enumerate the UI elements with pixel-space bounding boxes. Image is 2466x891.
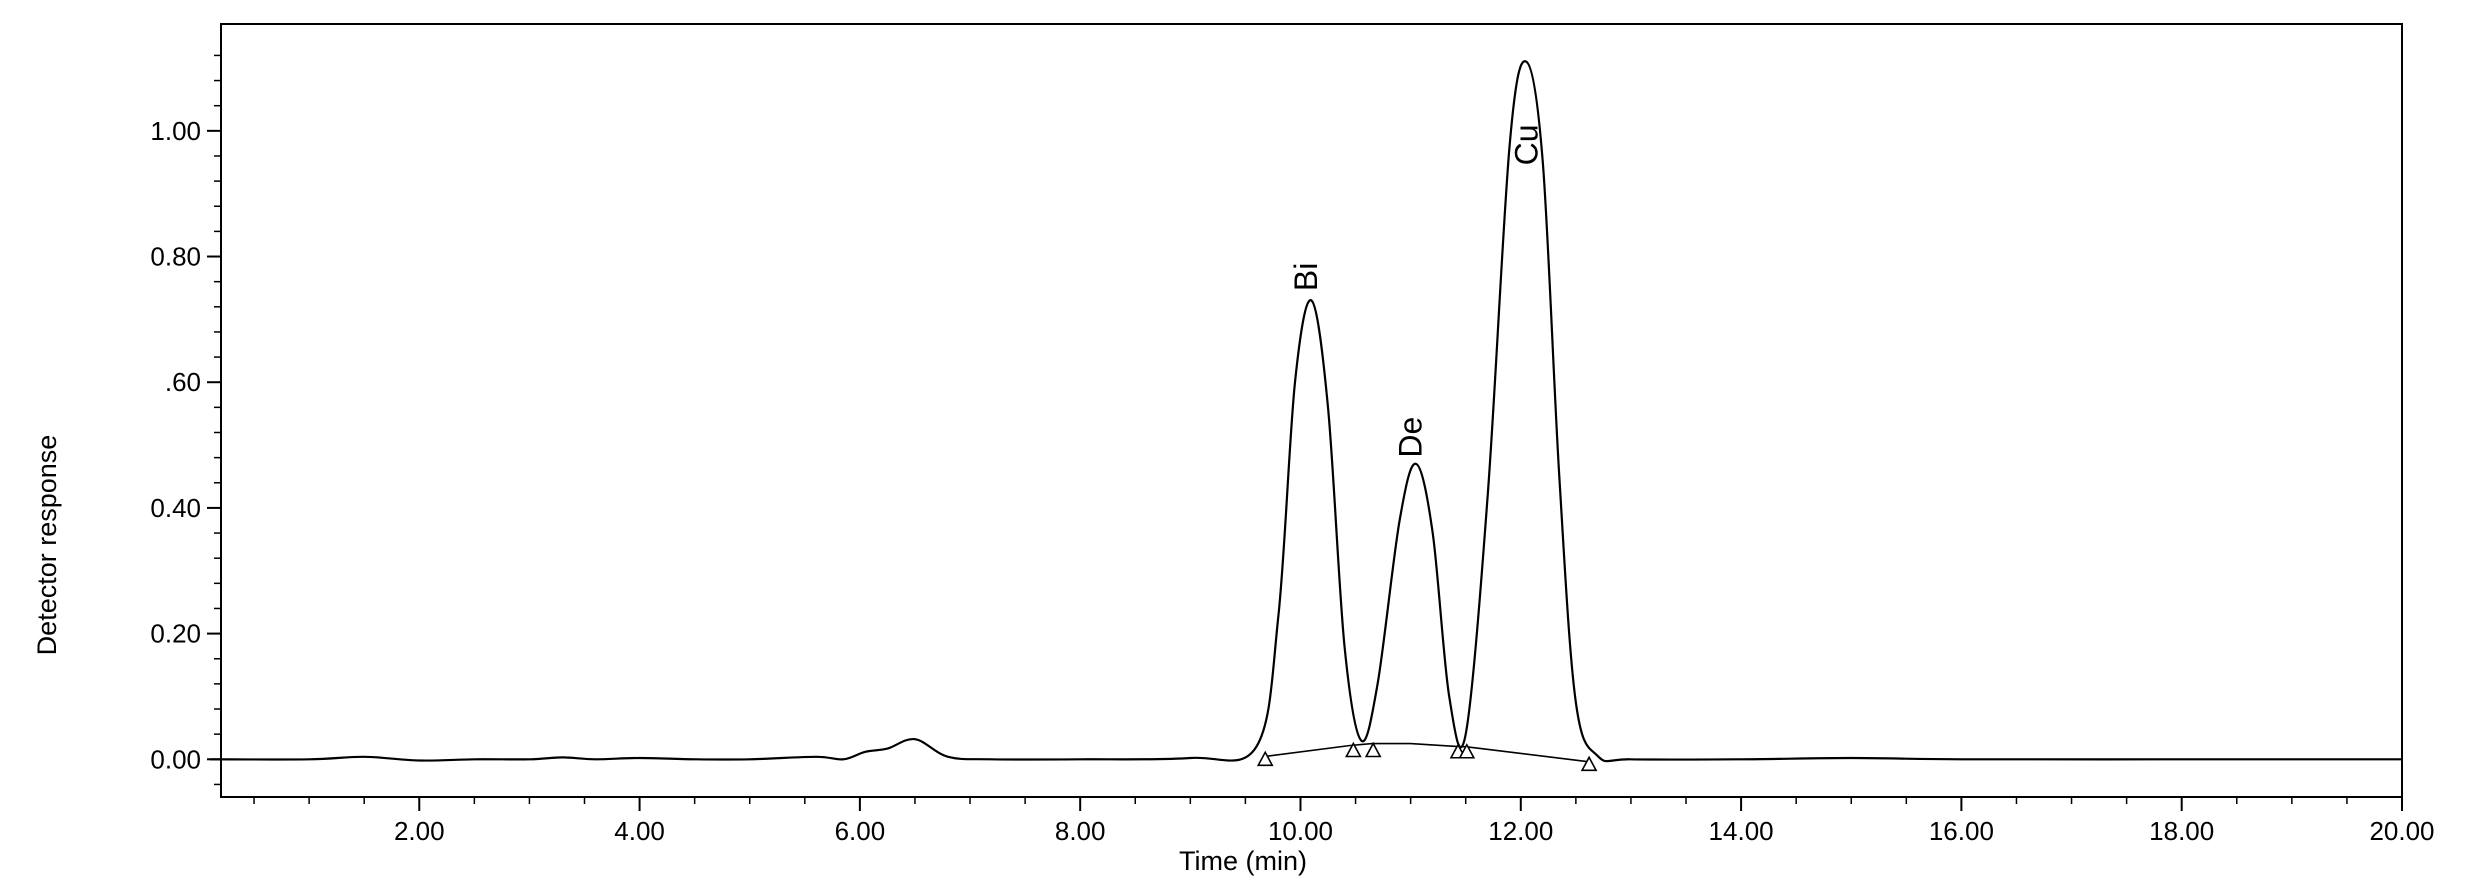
x-tick-label: 10.00 [1268,816,1333,846]
integration-marker [1256,750,1274,767]
x-axis-ticks: 2.00 4.00 6.00 8.00 10.00 12.00 14.00 16.00 18.0… [394,797,2435,846]
integration-baselines [1267,742,1590,763]
x-axis-minor-ticks [253,797,2348,804]
x-tick-label: 6.00 [835,816,886,846]
integration-marker [1458,743,1476,759]
baseline-segment [1267,742,1590,763]
y-tick-label: .60 [165,367,201,397]
x-tick-label: 2.00 [394,816,445,846]
x-tick-label: 18.00 [2149,816,2214,846]
peak-labels: Bi De Cu [1288,124,1544,457]
integration-markers [1256,741,1598,772]
x-tick-label: 12.00 [1488,816,1553,846]
integration-marker [1364,741,1382,758]
x-tick-label: 8.00 [1055,816,1106,846]
plot-frame [220,23,2403,798]
x-tick-label: 20.00 [2369,816,2434,846]
y-tick-label: 0.80 [150,242,201,272]
peak-label-bi: Bi [1288,263,1324,291]
x-tick-label: 4.00 [614,816,665,846]
y-tick-label: 0.40 [150,493,201,523]
chromatogram-trace [209,60,2402,763]
x-axis-title: Time (min) [1179,846,1307,876]
integration-marker [1580,755,1598,772]
y-axis-title: Detector response [32,435,62,656]
x-tick-label: 14.00 [1709,816,1774,846]
integration-marker [1345,741,1362,758]
peak-label-cu: Cu [1508,124,1544,165]
peak-label-de: De [1393,417,1429,458]
x-tick-label: 16.00 [1929,816,1994,846]
y-tick-label: 0.00 [150,744,201,774]
y-tick-label: 0.20 [150,619,201,649]
y-axis-ticks: 0.00 0.20 0.40 .60 0.80 1.00 [150,54,221,786]
y-tick-label: 1.00 [150,116,201,146]
